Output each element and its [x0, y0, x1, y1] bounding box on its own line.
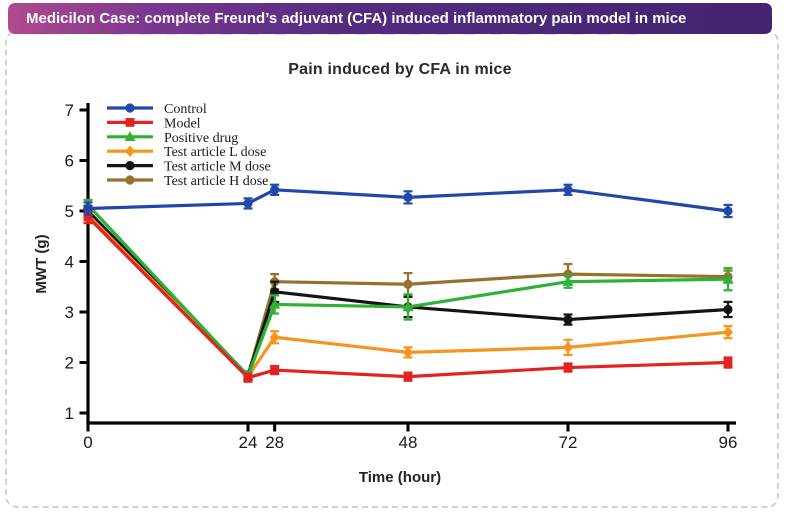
y-axis-label: MWT (g): [33, 234, 50, 293]
series-line: [86, 215, 730, 380]
diamond-marker: [125, 145, 135, 157]
triangle-marker: [124, 131, 136, 141]
circle-marker: [83, 203, 93, 214]
square-marker: [563, 363, 573, 372]
x-axis-label: Time (hour): [359, 469, 441, 486]
circle-marker: [403, 192, 413, 202]
x-tick-label: 96: [719, 433, 738, 452]
triangle-marker: [722, 273, 734, 284]
square-marker: [125, 118, 135, 127]
legend-item-test-article-h-dose: Test article H dose: [107, 174, 268, 189]
triangle-marker: [402, 301, 414, 312]
circle-marker: [563, 185, 573, 195]
triangle-marker: [562, 275, 574, 286]
y-tick-label: 5: [65, 202, 74, 221]
circle-marker: [723, 304, 733, 315]
diamond-marker: [563, 341, 573, 354]
diamond-marker: [403, 346, 413, 359]
square-marker: [403, 372, 413, 382]
y-tick-label: 6: [65, 152, 74, 171]
diamond-marker: [269, 331, 280, 344]
circle-marker: [243, 198, 253, 209]
square-marker: [723, 358, 733, 367]
circle-marker: [270, 185, 280, 195]
series-control: [83, 183, 733, 219]
legend-item-model: Model: [107, 116, 201, 131]
circle-marker: [563, 314, 573, 325]
case-title-text: Medicilon Case: complete Freund’s adjuva…: [26, 10, 687, 27]
legend-label: Test article H dose: [164, 174, 268, 189]
square-marker: [270, 365, 280, 375]
x-tick-label: 24: [239, 433, 258, 452]
series-line: [86, 203, 730, 378]
legend-label: Control: [164, 102, 207, 117]
y-tick-label: 4: [65, 253, 74, 272]
legend-item-control: Control: [107, 102, 207, 117]
circle-marker: [125, 161, 135, 171]
y-tick-label: 1: [65, 404, 74, 423]
legend-item-test-article-m-dose: Test article M dose: [107, 160, 271, 175]
square-marker: [243, 373, 253, 383]
x-tick-label: 28: [265, 433, 284, 452]
triangle-marker: [269, 298, 281, 309]
circle-marker: [403, 279, 413, 289]
y-tick-label: 2: [65, 354, 74, 373]
legend-label: Test article M dose: [164, 160, 271, 175]
legend-label: Positive drug: [164, 131, 238, 146]
legend-label: Model: [164, 116, 201, 131]
y-tick-label: 3: [65, 303, 74, 322]
chart-title: Pain induced by CFA in mice: [288, 61, 512, 78]
legend-label: Test article L dose: [164, 145, 266, 160]
series-model: [83, 209, 733, 383]
x-tick-label: 72: [559, 433, 578, 452]
legend-item-positive-drug: Positive drug: [107, 131, 238, 146]
diamond-marker: [723, 326, 733, 338]
circle-marker: [125, 103, 135, 113]
y-tick-label: 7: [65, 101, 74, 120]
case-title-banner: Medicilon Case: complete Freund’s adjuva…: [8, 3, 772, 34]
circle-marker: [270, 287, 280, 297]
x-tick-label: 48: [399, 433, 418, 452]
circle-marker: [125, 175, 135, 185]
legend-item-test-article-l-dose: Test article L dose: [107, 145, 266, 160]
series-line: [86, 188, 730, 213]
circle-marker: [723, 206, 733, 216]
x-tick-label: 0: [83, 433, 92, 452]
square-marker: [83, 212, 93, 222]
